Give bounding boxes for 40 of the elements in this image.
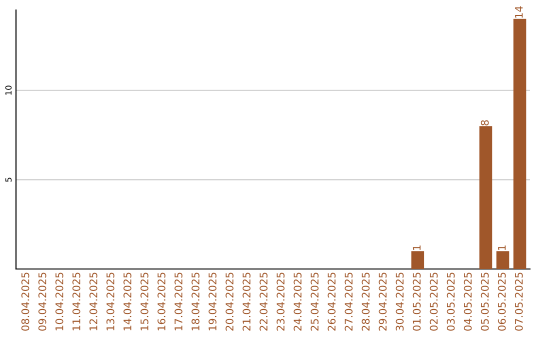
x-tick-label: 09.04.2025 [38,272,46,331]
y-tick-label: 5 [5,178,12,182]
data-label: 8 [480,120,489,126]
bar [513,18,526,269]
x-tick-label: 15.04.2025 [140,272,148,330]
x-tick-label: 21.04.2025 [242,272,250,331]
x-tick-label: 27.04.2025 [344,272,353,331]
bar [479,126,492,269]
data-label: 1 [412,245,421,250]
x-tick-label: 03.05.2025 [446,272,455,331]
x-tick-label: 20.04.2025 [226,272,234,331]
bar [496,251,510,269]
x-tick-label: 11.04.2025 [72,272,80,330]
y-tick-label: 10 [5,86,12,95]
x-tick-label: 19.04.2025 [208,272,216,330]
x-tick-label: 25.04.2025 [310,272,319,331]
x-tick-label: 29.04.2025 [378,272,387,331]
x-tick-label: 17.04.2025 [174,272,182,330]
x-tick-label: 01.05.2025 [412,272,421,331]
data-label: 1 [498,245,506,250]
x-tick-label: 12.04.2025 [89,272,98,330]
x-tick-label: 16.04.2025 [158,272,166,330]
x-tick-label: 14.04.2025 [123,272,132,330]
x-tick-label: 22.04.2025 [260,272,268,331]
x-tick-label: 10.04.2025 [55,272,64,330]
x-tick-label: 23.04.2025 [276,272,285,331]
x-tick-label: 06.05.2025 [498,272,506,331]
data-label: 14 [515,6,523,18]
x-tick-label: 13.04.2025 [106,272,114,330]
x-tick-label: 18.04.2025 [192,272,200,330]
x-tick-label: 07.05.2025 [514,272,523,331]
x-tick-label: 28.04.2025 [362,272,370,331]
x-tick-label: 30.04.2025 [396,272,404,331]
x-tick-label: 08.04.2025 [21,272,30,331]
x-tick-label: 26.04.2025 [328,272,336,331]
x-tick-label: 04.05.2025 [464,272,472,331]
x-tick-label: 05.05.2025 [480,272,489,331]
bar [411,251,424,269]
x-tick-label: 24.04.2025 [294,272,302,331]
x-tick-label: 02.05.2025 [430,272,438,331]
